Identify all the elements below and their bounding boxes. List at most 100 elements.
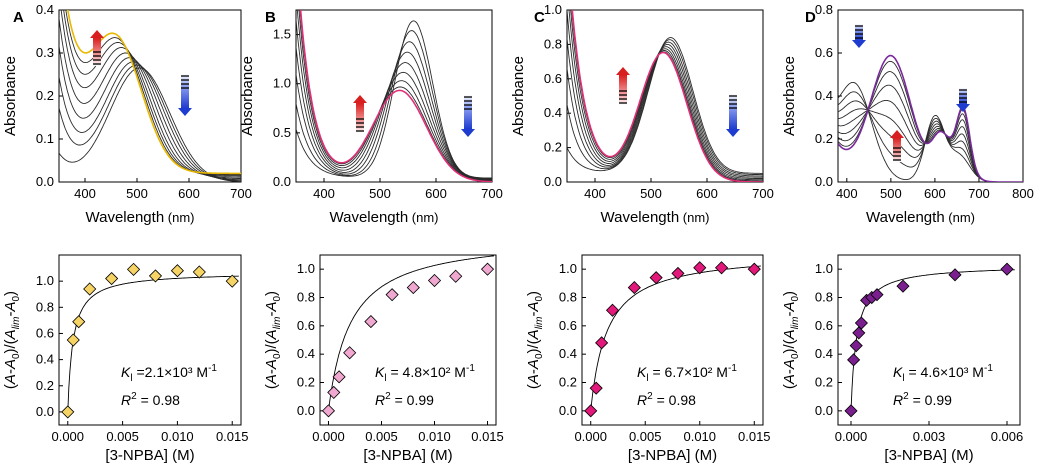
x-axis-label: Wavelength (nm) (601, 209, 710, 226)
data-point (321, 404, 336, 418)
y-tick-label: 0.2 (544, 140, 562, 155)
data-point (870, 288, 884, 302)
x-tick-label: 0.000 (835, 429, 868, 444)
y-tick-label: 0.8 (544, 36, 562, 51)
spectrum-line (838, 108, 1023, 182)
data-point (896, 279, 910, 293)
data-point (406, 281, 420, 295)
y-tick-label: 0.4 (297, 346, 315, 361)
spectrum-line (567, 10, 763, 179)
k-unit: M (450, 364, 466, 380)
y-label-part: A (525, 301, 542, 312)
y-label-part: ) (263, 291, 280, 296)
y-label-part: )/( (781, 339, 798, 353)
y-label-part: A (263, 374, 280, 385)
y-label-part: A (781, 359, 798, 370)
arrow-shaft (729, 94, 737, 129)
y-label-part: A (525, 359, 542, 370)
y-label-part: - (2, 369, 19, 374)
k-unit-exponent: -1 (208, 363, 217, 374)
arrow-head (726, 129, 740, 137)
x-tick-label: 700 (752, 186, 774, 201)
data-point (427, 273, 442, 288)
y-tick-label: 0.2 (36, 88, 54, 103)
x-tick-label: 0.015 (216, 429, 249, 444)
y-label-part: A (781, 301, 798, 312)
y-label-part: - (2, 312, 19, 317)
y-tick-label: 0.8 (815, 2, 833, 17)
x-tick-label: 400 (74, 186, 96, 201)
y-label-part: - (263, 369, 280, 374)
spectrum-line (567, 39, 763, 176)
r-equals: = (137, 392, 153, 408)
k-annotation: Kl = 6.7×10² M-1 (637, 363, 737, 384)
y-label-part: A (263, 359, 280, 370)
x-axis-label: Wavelength (nm) (330, 209, 439, 226)
y-label-part: A (525, 329, 542, 340)
x-tick-label: 400 (313, 186, 335, 201)
y-label-part: )/( (2, 339, 19, 353)
data-point (327, 385, 341, 399)
y-label-part: A (525, 374, 542, 385)
x-tick-label: 0.000 (312, 429, 345, 444)
axes-binding-b: 0.000 0.005 0.010 0.015 0.0 0.2 0.4 0.6 0.8 1.0 Kl… (263, 254, 504, 464)
k-equals: = (387, 364, 403, 380)
spectrum-line (567, 37, 763, 178)
y-axis-label: (A-A0)/(Alim-A0) (2, 291, 22, 389)
r-equals: = (391, 392, 407, 408)
spectrum-line (571, 10, 763, 182)
data-point (72, 315, 86, 329)
y-tick-label: 0.2 (36, 378, 54, 393)
x-axis-unit: (nm) (164, 210, 194, 225)
y-tick-label: 0.0 (36, 404, 54, 419)
trend-arrow-down (726, 94, 740, 137)
y-label-sub: 0 (534, 295, 545, 301)
axes-binding-a: 0.000 0.005 0.010 0.015 0.0 0.2 0.4 0.6 0.8 1.0 Kl… (2, 254, 249, 464)
y-label-part: A (263, 301, 280, 312)
x-tick-label: 0.010 (418, 429, 451, 444)
y-tick-label: 0.6 (544, 71, 562, 86)
y-tick-label: 0.0 (36, 174, 54, 189)
trend-arrow-down (178, 74, 192, 116)
x-tick-label: 500 (880, 186, 902, 201)
plot-frame (319, 254, 497, 426)
y-tick-label: 0.8 (36, 299, 54, 314)
data-point (126, 262, 141, 276)
k-equals: = (649, 364, 665, 380)
arrow-shaft (619, 75, 627, 105)
trend-arrow-up (616, 67, 630, 105)
y-tick-label: 0.4 (36, 352, 54, 367)
x-tick-label: 500 (369, 186, 391, 201)
k-symbol: K (893, 364, 903, 380)
y-axis-label: (A-A0)/(Alim-A0) (781, 291, 801, 389)
y-label-sub: lim (790, 317, 801, 330)
y-tick-label: 0.0 (273, 174, 291, 189)
axes-spectra-b: 400 500 600 700 0.0 0.5 1.0 1.5 Wavelength (nm) A… (239, 9, 503, 226)
y-tick-label: 0.2 (559, 375, 577, 390)
spectrum-final-line (66, 10, 241, 175)
y-label-part: - (781, 369, 798, 374)
x-tick-label: 600 (924, 186, 946, 201)
y-label-part: A (2, 329, 19, 340)
y-label-sub: 0 (790, 353, 801, 359)
k-unit: M (968, 364, 984, 380)
data-point (852, 326, 866, 340)
spectrum-line (296, 20, 492, 179)
y-tick-label: 0.4 (815, 346, 833, 361)
y-tick-label: 0.8 (559, 290, 577, 305)
spectrum-final-line (299, 10, 492, 182)
y-tick-label: 0.2 (297, 375, 315, 390)
y-label-part: A (2, 374, 19, 385)
y-tick-label: 1.0 (815, 261, 833, 276)
spectrum-final-line (571, 10, 763, 182)
y-label-part: ) (781, 291, 798, 296)
k-value: 6.7×10² (665, 364, 713, 380)
x-tick-label: 0.010 (683, 429, 716, 444)
data-point (66, 333, 80, 347)
k-unit: M (712, 364, 728, 380)
spectrum-line (59, 17, 241, 178)
y-tick-label: 0.8 (815, 290, 833, 305)
y-label-sub: 0 (272, 353, 283, 359)
y-tick-label: 0.3 (36, 45, 54, 60)
